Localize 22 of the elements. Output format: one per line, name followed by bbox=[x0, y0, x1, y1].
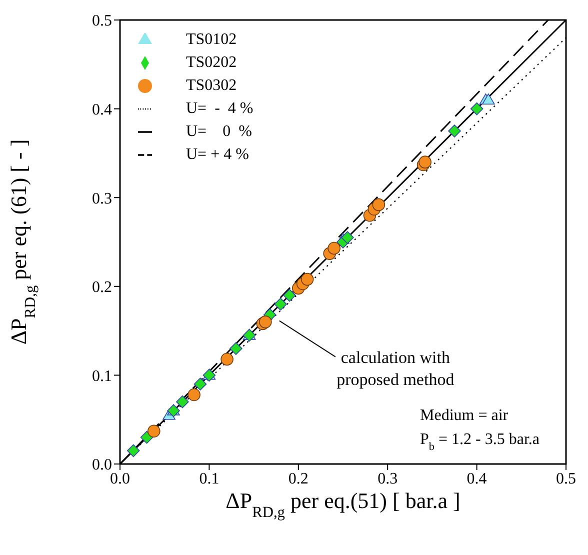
legend-label: U= 0 % bbox=[186, 123, 252, 140]
legend-label: TS0102 bbox=[186, 31, 237, 48]
annotation: P$_{b}$ = 1.2 - 3.5 bar.a bbox=[420, 431, 540, 453]
x-tick-label: 0.0 bbox=[110, 470, 130, 488]
y-tick-label: 0.3 bbox=[92, 190, 112, 208]
x-axis-title: ΔP$_{RD,g}$ per eq.(51) [ bar.a ] bbox=[226, 488, 460, 520]
annotation: calculation with proposed method bbox=[336, 348, 455, 389]
legend-label: TS0302 bbox=[186, 77, 237, 94]
x-tick-label: 0.4 bbox=[466, 470, 487, 488]
x-tick-label: 0.1 bbox=[199, 470, 220, 488]
y-tick-label: 0.1 bbox=[92, 368, 112, 385]
y-tick-label: 0.0 bbox=[92, 456, 112, 474]
x-tick-label: 0.2 bbox=[288, 470, 308, 488]
x-tick-label: 0.5 bbox=[556, 470, 576, 488]
x-tick-label: 0.3 bbox=[378, 470, 398, 488]
y-tick-label: 0.5 bbox=[92, 12, 112, 30]
legend-label: TS0202 bbox=[186, 54, 237, 71]
y-tick-label: 0.4 bbox=[92, 101, 112, 118]
legend-label: U= + 4 % bbox=[186, 146, 249, 163]
annotation: Medium = air bbox=[420, 407, 509, 424]
legend-label: U= - 4 % bbox=[186, 100, 254, 117]
y-tick-label: 0.2 bbox=[92, 279, 112, 296]
